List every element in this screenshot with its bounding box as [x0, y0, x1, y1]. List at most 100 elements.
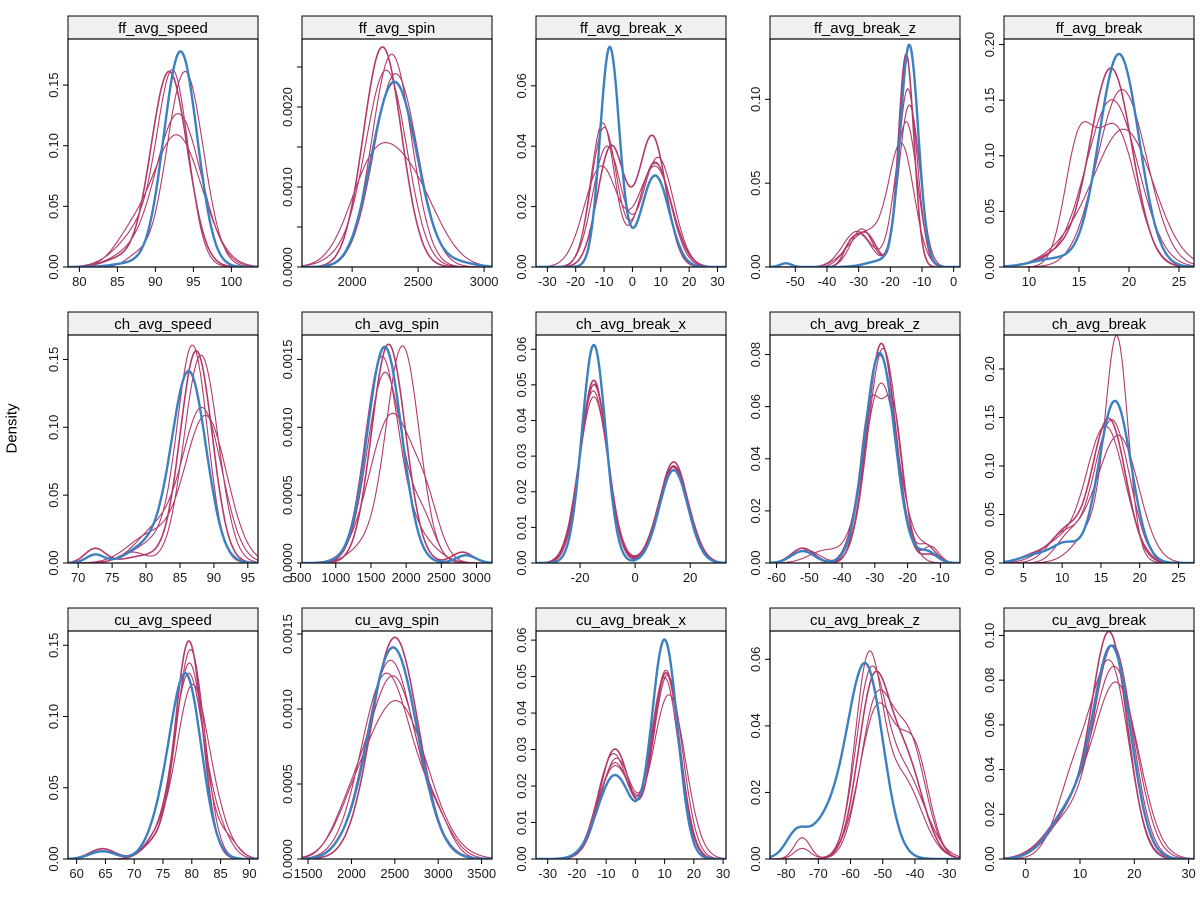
density-curve-blue — [1004, 52, 1194, 267]
x-tick-label: -50 — [873, 866, 892, 881]
density-curve-maroon-5 — [302, 412, 492, 563]
x-tick-label: -20 — [571, 570, 590, 585]
y-tick-label: 0.10 — [982, 453, 997, 478]
y-tick-label: 0.00 — [748, 550, 763, 575]
panel-ch_avg_break_x: ch_avg_break_x -20 0 20 0.00 0.01 0.02 0.03 0.04… — [514, 311, 727, 585]
y-tick-label: 0.15 — [982, 405, 997, 430]
panel-ff_avg_break_x: ff_avg_break_x -30 -20 -10 0 10 20 30 0.00 0.02 0.… — [514, 15, 727, 289]
y-tick-label: 0.00 — [514, 254, 529, 279]
plot-box — [1003, 38, 1195, 268]
density-curve-maroon-5 — [68, 414, 258, 563]
y-tick-label: 0.10 — [982, 623, 997, 648]
density-curve-maroon-2 — [68, 648, 258, 859]
x-tick-label: 90 — [207, 570, 221, 585]
y-axis-label: Density — [3, 403, 21, 454]
y-tick-label: 0.15 — [46, 347, 61, 372]
plot-box — [301, 334, 493, 564]
density-curve-maroon-2 — [536, 126, 726, 267]
x-tick-label: 30 — [710, 274, 724, 289]
density-curve-maroon-3 — [1004, 121, 1194, 267]
curves-group — [536, 45, 726, 267]
density-curve-maroon-5 — [68, 662, 258, 859]
x-tick-label: -10 — [913, 274, 932, 289]
curves-group — [302, 343, 492, 563]
density-curve-maroon-2 — [770, 347, 960, 563]
density-curve-maroon-1 — [302, 343, 492, 563]
curves-group — [302, 46, 492, 267]
density-curve-blue — [68, 671, 258, 859]
curves-group — [68, 344, 258, 563]
panel-title: ff_avg_break_x — [580, 20, 683, 37]
density-curve-maroon-4 — [1004, 425, 1194, 563]
y-tick-label: 0.0020 — [280, 87, 295, 127]
density-curve-maroon-3 — [68, 69, 258, 267]
y-tick-label: 0.00 — [514, 550, 529, 575]
density-curve-maroon-4 — [302, 355, 492, 563]
x-tick-label: -10 — [595, 274, 614, 289]
plot-box — [1003, 334, 1195, 564]
x-tick-label: 30 — [716, 866, 730, 881]
panel-title: ff_avg_spin — [359, 20, 435, 37]
density-curve-maroon-2 — [770, 670, 960, 859]
curves-group — [68, 640, 258, 859]
density-curve-maroon-3 — [302, 69, 492, 267]
y-tick-label: 0.03 — [514, 443, 529, 468]
curves-group — [1004, 631, 1194, 859]
density-curve-maroon-5 — [68, 134, 258, 267]
panel-ff_avg_speed: ff_avg_speed 80 85 90 95 100 0.00 0.05 0.10 0.15 — [46, 15, 259, 289]
x-tick-label: 10 — [1022, 274, 1036, 289]
plot-box — [1003, 630, 1195, 860]
density-curve-maroon-5 — [770, 142, 960, 267]
density-curve-maroon-3 — [1004, 665, 1194, 859]
y-tick-label: 0.0015 — [280, 614, 295, 654]
density-curve-maroon-5 — [1004, 128, 1194, 267]
density-curve-maroon-4 — [1004, 99, 1194, 267]
x-tick-label: 90 — [148, 274, 162, 289]
x-tick-label: -40 — [906, 866, 925, 881]
density-curve-maroon-3 — [770, 104, 960, 267]
curves-group — [536, 638, 726, 859]
density-curve-maroon-2 — [68, 70, 258, 267]
y-tick-label: 0.06 — [748, 394, 763, 419]
panel-title: ch_avg_break — [1052, 316, 1147, 333]
density-curve-maroon-4 — [68, 406, 258, 563]
y-tick-label: 0.00 — [982, 846, 997, 871]
density-curve-maroon-5 — [770, 702, 960, 859]
x-tick-label: -20 — [898, 570, 917, 585]
density-curve-blue — [536, 638, 726, 859]
y-tick-label: 0.02 — [982, 802, 997, 827]
density-curve-maroon-2 — [1004, 417, 1194, 563]
y-tick-label: 0.00 — [46, 550, 61, 575]
y-tick-label: 0.02 — [748, 780, 763, 805]
y-tick-label: 0.0000 — [280, 839, 295, 879]
curves-group — [1004, 335, 1194, 563]
x-tick-label: -60 — [767, 570, 786, 585]
y-tick-label: 0.06 — [748, 647, 763, 672]
density-curve-blue — [302, 345, 492, 563]
x-tick-label: -60 — [841, 866, 860, 881]
x-tick-label: 2000 — [338, 274, 367, 289]
x-tick-label: 3000 — [424, 866, 453, 881]
density-curve-maroon-4 — [770, 121, 960, 267]
plot-box — [535, 630, 727, 860]
panel-title: ff_avg_speed — [118, 20, 208, 37]
y-tick-label: 0.05 — [514, 664, 529, 689]
density-curve-blue — [1004, 399, 1194, 563]
y-tick-label: 0.00 — [748, 254, 763, 279]
panel-ch_avg_break_z: ch_avg_break_z -60 -50 -40 -30 -20 -10 0.00 0.02… — [748, 311, 961, 585]
density-curve-blue — [770, 351, 960, 563]
x-tick-label: -10 — [597, 866, 616, 881]
y-tick-label: 0.05 — [748, 171, 763, 196]
x-tick-label: -20 — [881, 274, 900, 289]
x-tick-label: 65 — [98, 866, 112, 881]
density-curve-maroon-1 — [302, 46, 492, 267]
x-tick-label: 70 — [127, 866, 141, 881]
y-tick-label: 0.20 — [982, 32, 997, 57]
x-tick-label: 1500 — [357, 570, 386, 585]
y-tick-label: 0.00 — [982, 254, 997, 279]
y-tick-label: 0.10 — [748, 87, 763, 112]
panel-ch_avg_break: ch_avg_break 5 10 15 20 25 0.00 0.05 0.10 0.15 0.2… — [982, 311, 1195, 585]
y-tick-label: 0.06 — [514, 337, 529, 362]
y-tick-label: 0.05 — [982, 199, 997, 224]
panel-title: ch_avg_spin — [355, 316, 439, 333]
